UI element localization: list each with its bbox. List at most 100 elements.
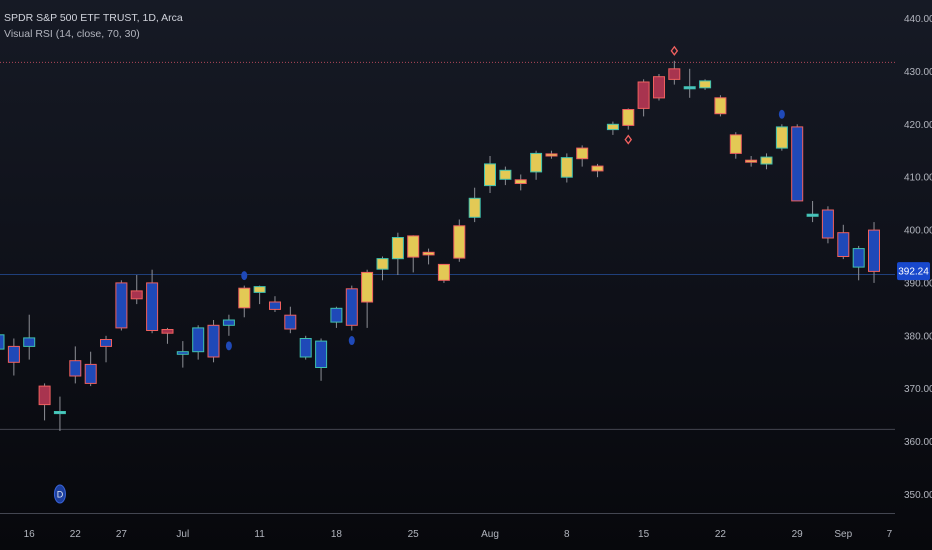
candle-body-0 xyxy=(0,334,5,350)
y-tick-label-6: 380.00 xyxy=(904,331,932,342)
current-price-text: 392.24 xyxy=(898,267,929,278)
candle-body-28 xyxy=(422,251,435,256)
candle-50 xyxy=(760,153,773,170)
candle-body-10 xyxy=(146,282,159,331)
candle-15 xyxy=(222,314,235,336)
candle-55 xyxy=(837,224,850,260)
candle-42 xyxy=(637,79,650,117)
candle-3 xyxy=(38,383,51,421)
candle-11 xyxy=(161,327,174,344)
divergence-marker-circle xyxy=(53,484,66,504)
candle-34 xyxy=(514,174,527,191)
candle-48 xyxy=(729,132,742,159)
candle-56 xyxy=(852,245,865,281)
x-tick-label-5: 18 xyxy=(331,529,343,540)
candle-9 xyxy=(130,275,143,305)
candle-45 xyxy=(683,68,696,98)
signal-dot-2 xyxy=(348,336,355,346)
signal-diamond-4 xyxy=(624,134,633,145)
candle-21 xyxy=(315,338,328,381)
x-tick-label-1: 22 xyxy=(70,529,82,540)
signal-dot-5 xyxy=(778,109,785,119)
candle-4 xyxy=(53,396,66,431)
candle-38 xyxy=(576,145,589,167)
candle-body-51 xyxy=(775,126,788,149)
candle-body-38 xyxy=(576,147,589,160)
candle-body-1 xyxy=(7,345,20,363)
candle-body-50 xyxy=(760,156,773,165)
candle-body-49 xyxy=(745,159,758,163)
candle-26 xyxy=(391,232,404,275)
candle-14 xyxy=(207,320,220,363)
candle-22 xyxy=(330,306,343,328)
candle-body-52 xyxy=(791,126,804,202)
candle-body-53 xyxy=(806,213,819,217)
candle-body-12 xyxy=(176,351,189,355)
x-tick-label-4: 11 xyxy=(254,529,265,540)
candle-6 xyxy=(84,351,97,387)
candle-body-4 xyxy=(53,411,66,415)
candle-49 xyxy=(745,156,758,167)
candle-body-14 xyxy=(207,324,220,358)
candle-body-9 xyxy=(130,290,143,300)
price-axis[interactable]: 440.00 430.00 420.00 410.00 400.00 390.00 380.… xyxy=(904,14,932,501)
candle-body-41 xyxy=(622,109,635,126)
candle-33 xyxy=(499,166,512,186)
candle-body-13 xyxy=(192,327,205,353)
candle-23 xyxy=(345,285,358,331)
x-tick-label-10: 22 xyxy=(715,529,727,540)
candle-body-8 xyxy=(115,282,128,329)
candle-12 xyxy=(176,341,189,368)
indicator-title[interactable]: Visual RSI (14, close, 70, 30) xyxy=(4,28,140,40)
x-tick-label-12: Sep xyxy=(834,529,852,540)
x-tick-label-7: Aug xyxy=(481,529,499,540)
candle-37 xyxy=(560,153,573,183)
candle-body-2 xyxy=(23,337,36,347)
candle-body-3 xyxy=(38,385,51,406)
candle-29 xyxy=(437,263,450,283)
candle-24 xyxy=(361,269,374,328)
horizontal-lines-layer xyxy=(0,61,895,430)
x-tick-label-2: 27 xyxy=(116,529,128,540)
candle-31 xyxy=(468,187,481,223)
x-tick-label-8: 8 xyxy=(564,529,570,540)
candle-body-55 xyxy=(837,232,850,257)
candle-body-29 xyxy=(437,263,450,281)
time-axis[interactable]: 16 22 27 Jul 11 18 25 Aug 8 15 22 29 Sep 7 xyxy=(0,513,895,541)
candle-43 xyxy=(653,74,665,101)
candle-body-43 xyxy=(653,76,665,99)
candle-body-11 xyxy=(161,329,174,334)
y-tick-label-9: 350.00 xyxy=(904,490,932,501)
symbol-title[interactable]: SPDR S&P 500 ETF TRUST, 1D, Arca xyxy=(4,12,183,24)
candle-body-23 xyxy=(345,288,358,326)
chart-legend: SPDR S&P 500 ETF TRUST, 1D, Arca Visual … xyxy=(4,10,183,42)
candle-57 xyxy=(868,222,880,283)
candle-body-20 xyxy=(299,338,312,358)
x-tick-label-13: 7 xyxy=(887,529,893,540)
candle-body-54 xyxy=(821,209,834,239)
y-tick-label-2: 420.00 xyxy=(904,120,932,131)
candle-body-15 xyxy=(222,319,235,326)
candle-40 xyxy=(606,121,619,135)
candle-52 xyxy=(791,124,804,202)
candle-28 xyxy=(422,248,435,265)
candle-body-26 xyxy=(391,237,404,260)
candle-16 xyxy=(238,285,251,318)
candle-body-30 xyxy=(453,225,466,259)
candle-46 xyxy=(699,79,712,90)
candle-0 xyxy=(0,334,5,350)
candle-27 xyxy=(407,235,420,273)
candle-body-32 xyxy=(484,163,496,187)
candle-18 xyxy=(269,296,281,312)
candle-13 xyxy=(192,325,205,360)
candle-body-24 xyxy=(361,271,374,303)
candle-body-16 xyxy=(238,287,251,309)
candle-body-36 xyxy=(545,153,558,157)
x-tick-label-0: 16 xyxy=(24,529,36,540)
y-tick-label-3: 410.00 xyxy=(904,173,932,184)
candle-body-17 xyxy=(253,286,266,293)
candle-47 xyxy=(714,95,727,117)
current-price-label-bg xyxy=(897,262,930,281)
candle-body-33 xyxy=(499,169,512,180)
